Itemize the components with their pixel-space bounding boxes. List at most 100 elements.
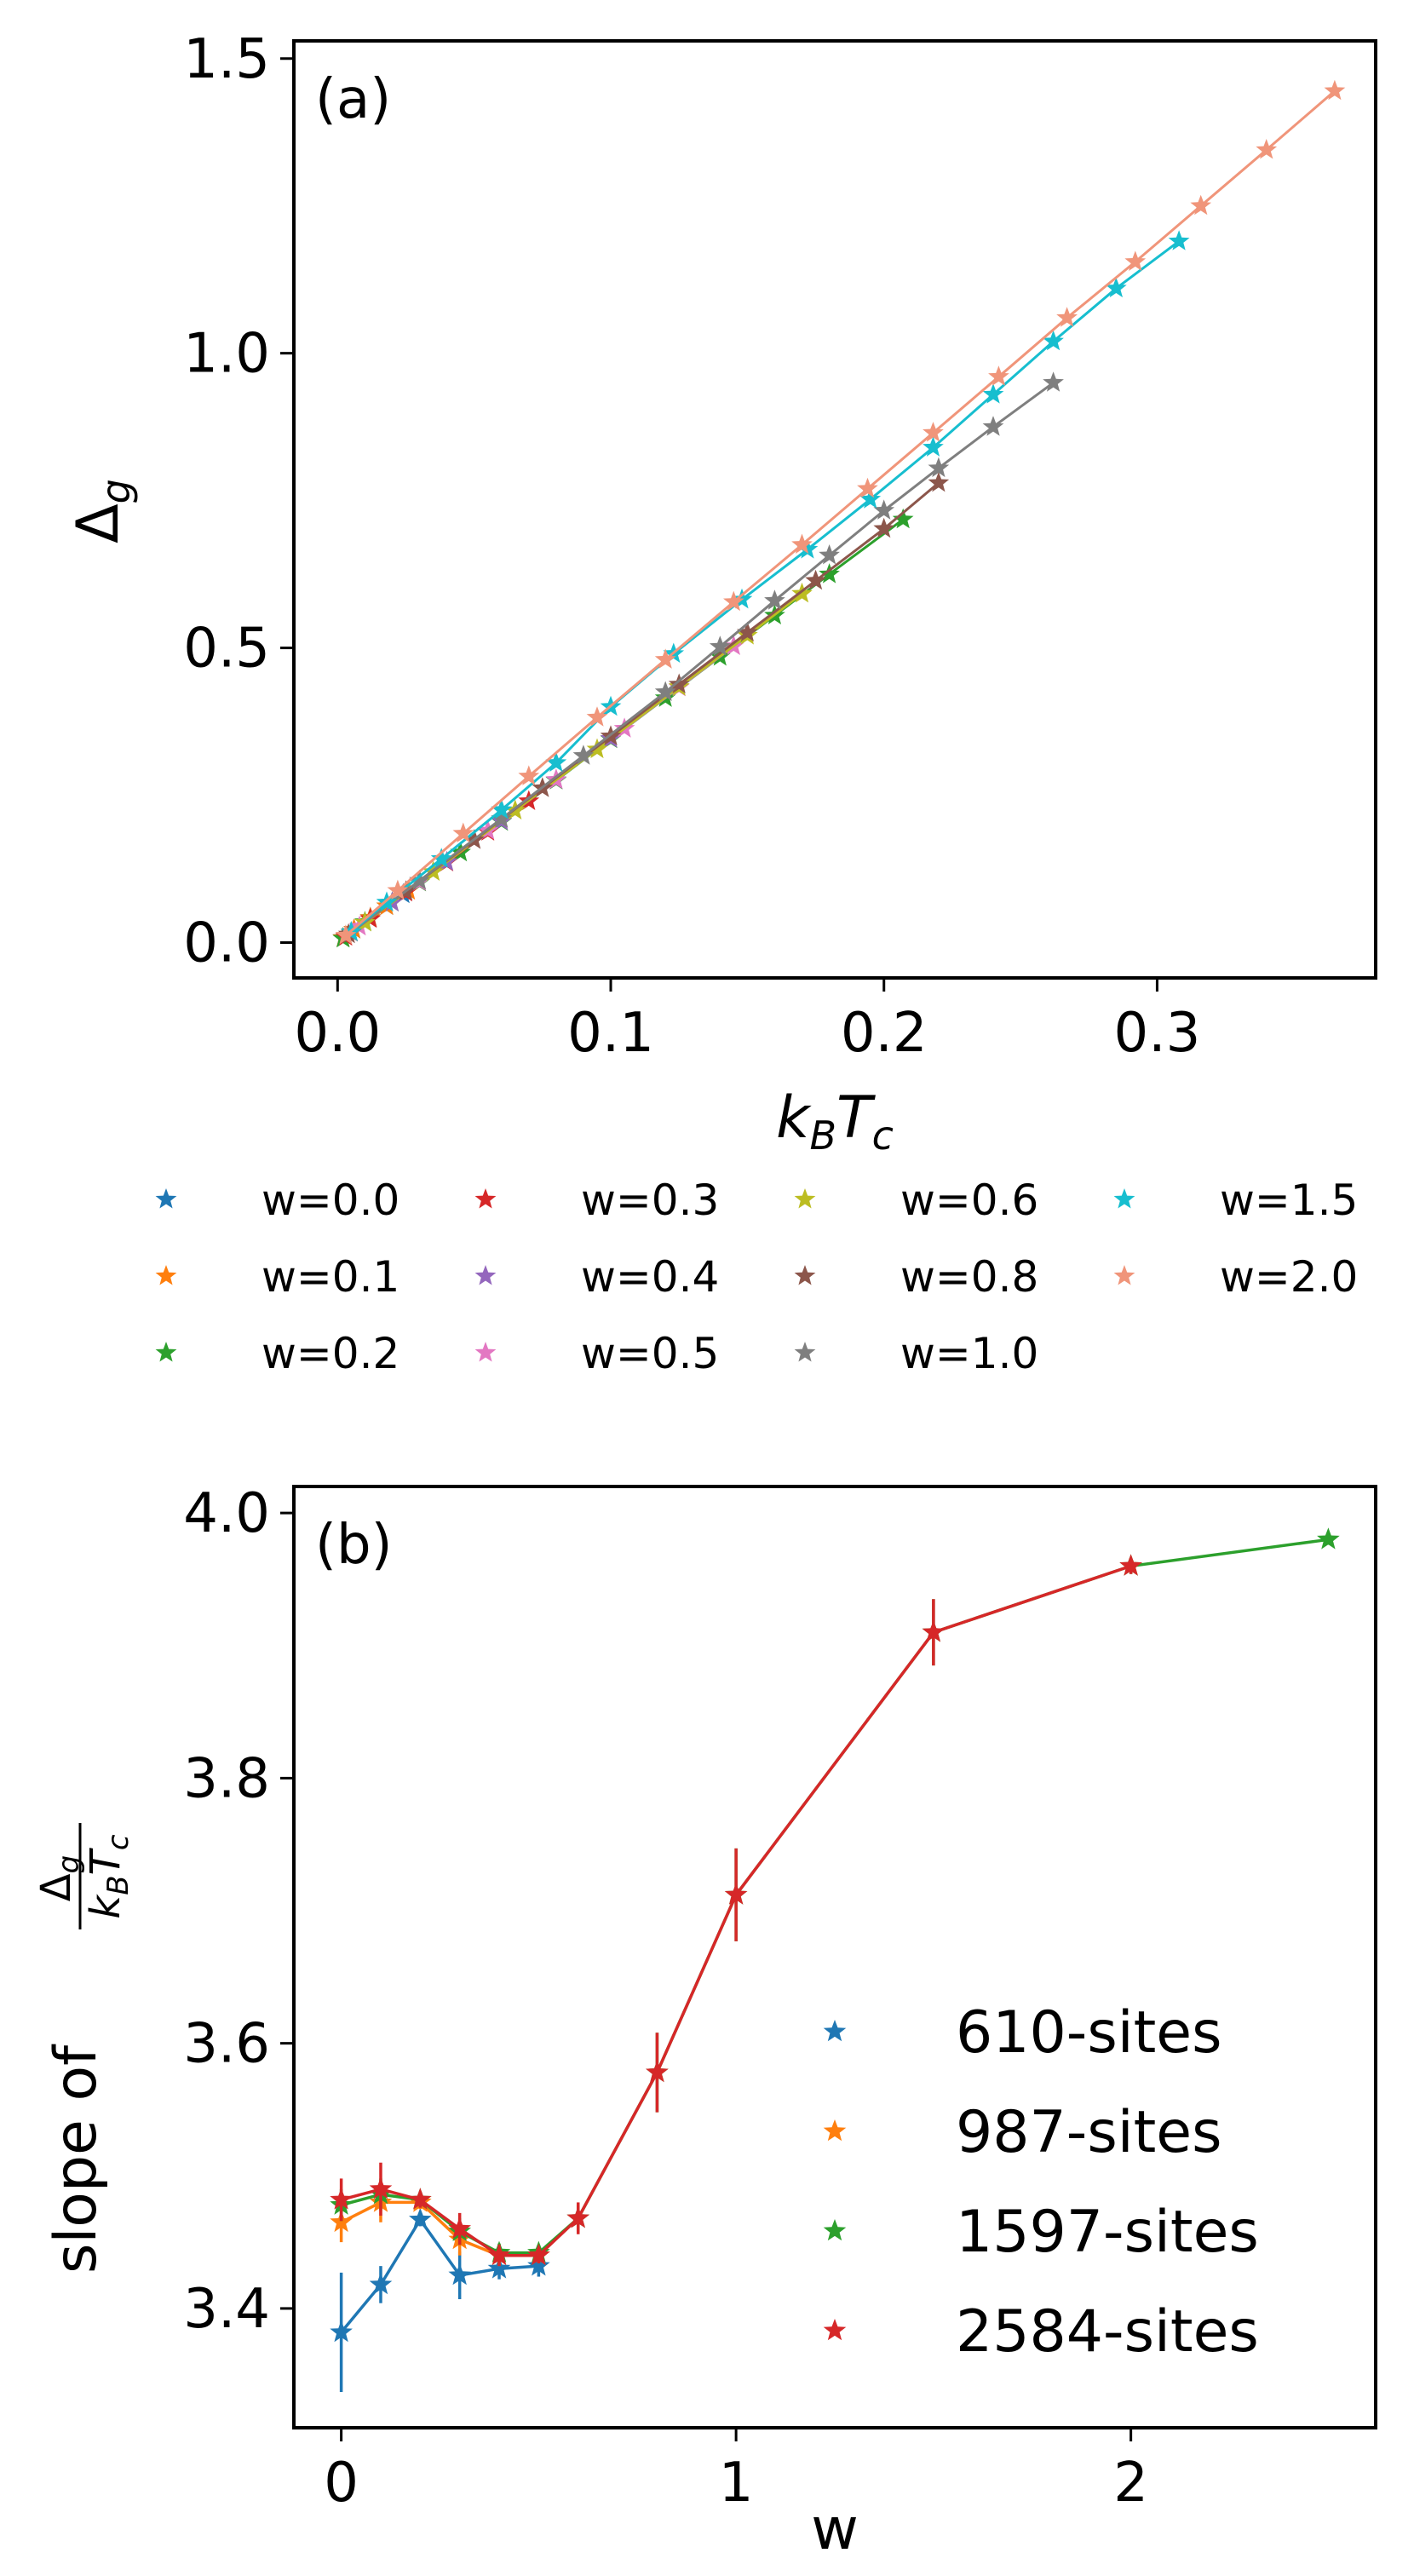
panel-a-data-point [1056,307,1078,327]
panel-a-data-point [805,569,826,590]
panel-b-data-point [1119,1554,1142,1576]
legend-a-marker [155,1188,177,1209]
legend-a-label: w=0.8 [900,1252,1038,1302]
panel-b-ylabel: slope of Δg kBTc [32,1823,135,2274]
legend-a-entry: w=0.1 [155,1252,399,1302]
panel-a-data-point [859,488,882,509]
panel-b-data-point [448,2217,471,2239]
panel-a-data-point [572,745,595,765]
legend-b-label: 610-sites [956,1999,1222,2067]
legend-b-label: 987-sites [956,2099,1222,2166]
panel-a-data-point [1324,79,1346,101]
legend-a-entry: w=0.5 [474,1329,719,1378]
panel-a-data-point [892,508,914,529]
panel-a-data-point [928,457,950,478]
panel-b-ytick-label: 3.4 [183,2278,270,2341]
panel-a-data-point [387,879,409,900]
panel-b-ylabel-prefix: slope of [43,2044,110,2274]
panel-a-series-line [344,89,1336,937]
panel-b-data-point [409,2207,432,2229]
panel-b-data-point [527,2243,550,2265]
legend-a-label: w=2.0 [1220,1252,1358,1302]
panel-a-data-point [737,621,758,642]
legend-a-label: w=0.1 [262,1252,399,1302]
panel-a-ylabel: Δg [65,479,139,543]
panel-b-data-point [724,1883,748,1905]
legend-b-marker [823,2319,847,2341]
legend-b-label: 2584-sites [956,2298,1259,2366]
panel-a-xtick-label: 0.1 [567,1002,654,1065]
legend-a-label: w=1.5 [1220,1176,1358,1225]
panel-b-frame [292,1485,1377,2429]
panel-b-data-point [330,2320,353,2343]
panel-b-xtick-label: 2 [1113,2452,1148,2515]
panel-b-ytick-label: 4.0 [183,1482,270,1545]
legend-a-marker [474,1265,497,1285]
legend-a-entry: w=0.4 [474,1252,719,1302]
panel-a-data-point [1106,277,1127,298]
panel-a-data-point [430,848,452,868]
legend-a-marker [794,1342,816,1362]
legend-a-marker [1113,1188,1135,1209]
panel-a-data-marks [332,79,1346,948]
panel-a-series-line [350,382,1055,934]
legend-b-entry: 610-sites [823,1999,1222,2067]
panel-a-ytick-label: 0.5 [183,618,270,681]
panel-a-data-point [791,533,813,554]
panel-b-ytick-label: 3.8 [183,1747,270,1810]
legend-a-entry: w=1.5 [1113,1176,1358,1225]
panel-a-xtick-label: 0.0 [294,1002,381,1065]
panel-b-ylabel-denominator: kBTc [82,1834,135,1918]
panel-a-data-point [452,822,474,842]
legend-a-marker [1113,1265,1135,1285]
chart-panel-b: 0 1 2 3.4 3.6 3.8 4.0 (b) w slope of Δg kBTc 6… [32,1482,1377,2563]
panel-a-data-point [586,706,608,727]
panel-b-data-point [527,2254,550,2276]
legend-a-label: w=1.0 [900,1329,1038,1378]
legend-a-label: w=0.3 [581,1176,719,1225]
panel-b-xlabel: w [811,2496,859,2563]
legend-a-entry: w=0.0 [155,1176,399,1225]
panel-b-legend: 610-sites 987-sites 1597-sites 2584-sites [823,1999,1259,2366]
legend-a-entry: w=0.6 [794,1176,1038,1225]
panel-a-data-point [1124,250,1147,271]
legend-a-marker [794,1265,816,1285]
panel-a-ytick-label: 1.0 [183,323,270,386]
legend-a-entry: w=0.3 [474,1176,719,1225]
panel-a-label: (a) [315,68,391,131]
panel-a-data-point [873,517,895,538]
chart-panel-a: 0.0 0.1 0.2 0.3 0.0 0.5 1.0 1.5 (a) kBTc Δg [65,28,1377,1159]
panel-b-xtick-label: 1 [719,2452,754,2515]
panel-a-data-point [857,477,878,498]
panel-a-data-point [1043,330,1064,351]
panel-b-data-point [566,2206,589,2228]
panel-a-ytick-label: 0.0 [183,911,270,975]
panel-b-ticks: 0 1 2 3.4 3.6 3.8 4.0 [183,1482,1148,2515]
panel-a-data-point [491,798,513,819]
legend-b-entry: 2584-sites [823,2298,1259,2366]
panel-b-data-point [369,2176,393,2199]
panel-a-data-point [1190,194,1212,216]
legend-a-entry: w=0.8 [794,1252,1038,1302]
panel-a-ytick-label: 1.5 [183,28,270,91]
panel-b-series-0 [330,2207,550,2392]
panel-a-data-point [1043,371,1064,392]
panel-b-data-point [922,1620,946,1642]
panel-a-data-point [723,590,744,612]
panel-a-data-point [819,544,840,565]
panel-b-xtick-label: 0 [324,2452,359,2515]
legend-a-label: w=0.4 [581,1252,719,1302]
legend-a-marker [794,1188,816,1209]
panel-a-xtick-label: 0.3 [1114,1002,1201,1065]
panel-a-xlabel: kBTc [776,1084,894,1159]
panel-b-data-point [646,2060,669,2083]
panel-a-data-point [518,765,540,785]
panel-a-data-point [654,648,676,669]
legend-a-marker [155,1265,177,1285]
panel-b-data-point [448,2263,471,2286]
panel-b-series-line [340,2217,539,2334]
panel-a-data-point [654,681,676,701]
panel-a-data-point [491,808,513,828]
panel-a-series-10 [335,79,1346,945]
